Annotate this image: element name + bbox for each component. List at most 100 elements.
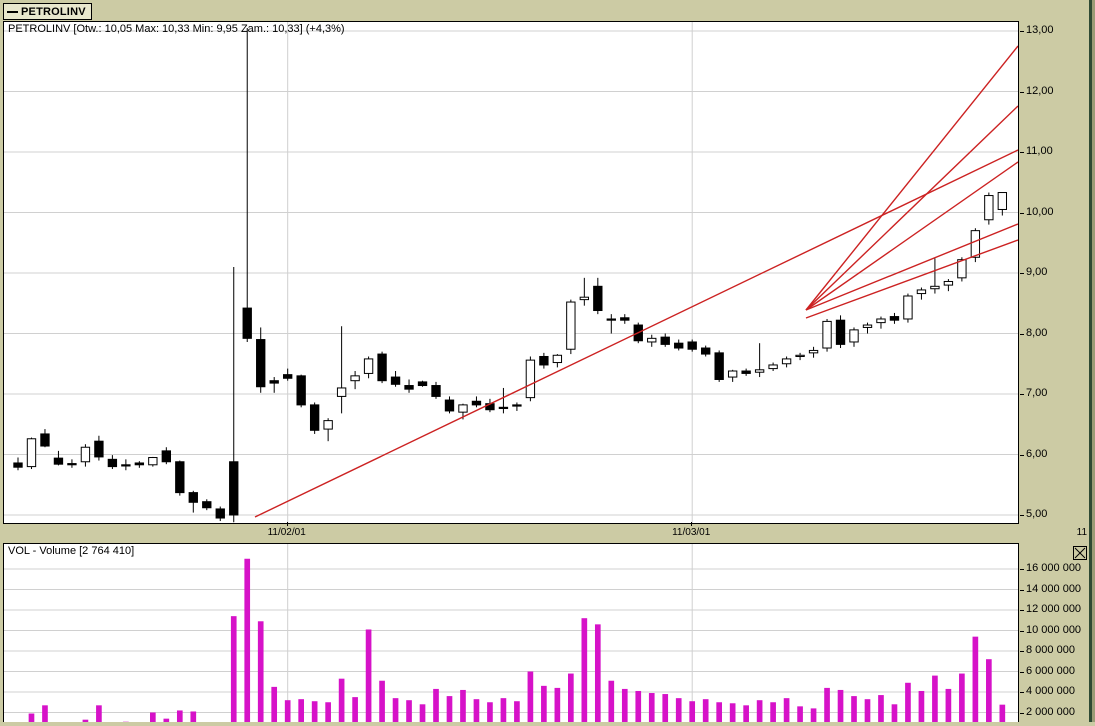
date-tick-label: 11/03/01 [672,527,711,538]
price-tick-mark [1020,333,1024,335]
volume-bar [662,694,669,722]
volume-bar [756,700,763,722]
candlestick [26,437,37,470]
volume-bar [729,703,736,722]
volume-bar-plot[interactable] [4,544,1018,722]
candlestick [714,350,724,382]
candlestick [701,345,711,357]
candlestick [417,380,428,387]
volume-bar [298,699,304,722]
volume-bar [365,629,372,722]
price-tick-mark [1020,31,1024,32]
volume-bar [635,690,642,722]
price-tick-label: 9,00 [1026,266,1048,278]
candlestick [431,381,441,399]
volume-bar [810,708,817,722]
price-tick-label: 13,00 [1026,24,1054,36]
trendline [254,149,1018,518]
volume-tick-label: 10 000 000 [1026,623,1082,636]
candlestick [148,456,158,467]
window-title-tab[interactable]: PETROLINV [3,3,92,20]
candlestick [593,277,603,315]
candlestick [53,450,64,466]
candlestick [862,322,873,334]
candlestick [660,333,670,347]
volume-bar [284,700,291,722]
candlestick [647,334,657,347]
candlestick [849,327,859,347]
volume-bar [824,687,830,722]
candlestick [808,346,819,358]
volume-bar [905,682,911,722]
volume-bar [190,711,197,722]
candlestick [822,318,832,352]
volume-tick-label: 4 000 000 [1026,685,1075,697]
candlestick [620,314,630,324]
volume-tick-mark [1020,630,1024,632]
volume-bar [244,558,251,722]
price-tick-label: 8,00 [1026,326,1048,339]
volume-tick-label: 8 000 000 [1026,644,1075,656]
price-tick-mark [1020,91,1024,93]
volume-bar [581,618,588,722]
candlestick [94,435,104,461]
volume-bar [311,701,318,722]
candlestick [754,343,765,378]
volume-tick-mark [1020,712,1024,714]
volume-bar [460,689,466,722]
candlestick [984,192,994,225]
candlestick [309,402,320,434]
price-tick-mark [1020,273,1024,274]
candlestick [323,418,333,442]
volume-bar [96,705,102,722]
candlestick [363,356,374,379]
window-bezel-right [1087,0,1095,726]
volume-bar [163,718,170,722]
volume-bar [837,689,844,722]
candlestick [283,368,293,381]
candlestick [40,429,50,448]
trendline [805,45,1018,311]
volume-bar [878,695,884,722]
volume-bar [473,699,480,722]
volume-bar [608,680,615,722]
volume-tick-mark [1020,589,1024,591]
candlestick [727,369,738,382]
volume-bar [150,712,156,722]
price-chart-pane[interactable]: PETROLINV [Otw.: 10,05 Max: 10,33 Min: 9… [3,21,1019,524]
close-icon[interactable] [1073,546,1087,560]
volume-bar [42,705,48,722]
price-tick-mark [1020,515,1024,516]
candlestick [903,293,913,323]
volume-bar [918,690,925,722]
price-candlestick-plot[interactable] [4,22,1018,523]
price-quote-header: PETROLINV [Otw.: 10,05 Max: 10,33 Min: 9… [8,23,345,35]
volume-bar [352,697,358,722]
volume-bar [379,680,385,722]
price-tick-label: 7,00 [1026,387,1048,399]
volume-bar [406,700,412,722]
candlestick [296,374,306,408]
candlestick [916,287,927,300]
candlestick [121,459,131,471]
volume-tick-mark [1020,671,1024,673]
volume-bar [770,702,776,722]
candlestick [768,362,778,372]
volume-tick-label: 2 000 000 [1026,705,1075,718]
volume-bar [338,678,345,722]
price-tick-mark [1020,394,1024,395]
window-bezel-bottom [0,722,1095,726]
volume-bar [594,624,601,722]
candlestick [390,371,401,387]
volume-chart-pane[interactable]: VOL - Volume [2 764 410] [3,543,1019,723]
trendline [805,161,1018,311]
volume-bar [621,688,628,722]
trendline [805,239,1018,319]
volume-bar [891,704,898,722]
date-axis: 11/02/01 11/03/01 11/04/01 [3,522,1095,539]
volume-bar [851,696,857,722]
candlestick [404,379,414,393]
price-tick-label: 12,00 [1026,84,1054,97]
volume-bar [82,719,89,722]
